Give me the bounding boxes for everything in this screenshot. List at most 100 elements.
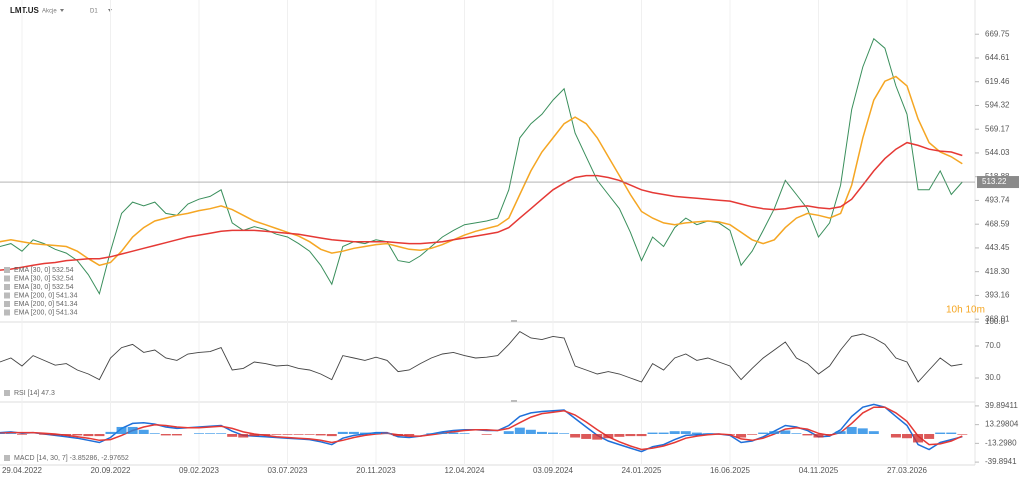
series-line — [0, 403, 963, 453]
histogram-bar — [138, 429, 149, 434]
legend-icon — [4, 455, 10, 461]
legend-value: 532.54 — [52, 275, 74, 282]
histogram-bar — [514, 427, 525, 434]
histogram-bar — [94, 434, 105, 437]
x-tick-label: 29.04.2022 — [2, 466, 43, 475]
histogram-bar — [791, 433, 802, 434]
histogram-bar — [359, 432, 370, 434]
histogram-bar — [171, 434, 182, 436]
histogram-bar — [890, 434, 901, 438]
histogram-bar — [625, 434, 636, 437]
legend-icon — [4, 292, 10, 299]
series-line — [0, 141, 963, 271]
x-tick-label: 12.04.2024 — [444, 466, 485, 475]
histogram-bar — [393, 434, 404, 437]
dropdown-icon[interactable] — [60, 9, 64, 12]
histogram-bar — [957, 434, 968, 435]
x-tick-label: 04.11.2025 — [799, 466, 839, 475]
histogram-bar — [105, 431, 116, 434]
histogram-bar — [835, 431, 846, 434]
histogram-bar — [614, 434, 625, 437]
series-line — [0, 75, 963, 267]
x-tick-label: 09.02.2023 — [179, 466, 220, 475]
y-tick-label: 418.30 — [985, 267, 1010, 276]
histogram-bar — [592, 434, 603, 440]
legend-name: EMA [200, 0] — [14, 301, 54, 308]
macd-label: MACD [14, 30, 7] -3.85286, -2.97652 — [14, 455, 129, 462]
legend-icon — [4, 267, 10, 273]
series-line — [0, 37, 963, 295]
x-tick-label: 27.03.2026 — [887, 466, 928, 475]
histogram-bar — [39, 434, 50, 435]
histogram-bar — [249, 434, 260, 437]
histogram-bar — [459, 433, 470, 434]
histogram-bar — [326, 434, 337, 437]
histogram-bar — [680, 431, 691, 434]
histogram-bar — [17, 434, 27, 435]
histogram-bar — [348, 431, 359, 434]
x-tick-label: 20.11.2023 — [356, 466, 396, 475]
legend-entry: EMA [30, 0] 532.54 — [14, 275, 74, 282]
histogram-bar — [271, 434, 282, 435]
histogram-bar — [205, 433, 216, 434]
legend-name: EMA [30, 0] — [14, 275, 50, 282]
y-tick-label: -13.2980 — [985, 438, 1017, 447]
resize-handle[interactable] — [511, 320, 517, 322]
legend-entry: EMA [30, 0] 532.54 — [14, 267, 74, 274]
legend-value: 541.34 — [56, 301, 78, 308]
macd-name: MACD [14, 30, 7] — [14, 455, 68, 462]
rsi-label: RSI [14] 47.3 — [14, 390, 55, 397]
y-tick-label: 70.0 — [985, 341, 1001, 350]
legend-name: EMA [200, 0] — [14, 292, 54, 299]
histogram-bar — [260, 434, 271, 436]
histogram-bar — [61, 434, 72, 436]
x-tick-label: 24.01.2025 — [621, 466, 662, 475]
histogram-bar — [83, 434, 94, 437]
y-tick-label: 39.89411 — [985, 401, 1018, 410]
histogram-bar — [780, 430, 791, 434]
histogram-bar — [227, 434, 238, 437]
resize-handle[interactable] — [511, 400, 517, 402]
rsi-name: RSI [14] — [14, 390, 39, 397]
histogram-bar — [846, 426, 857, 434]
histogram-bar — [736, 434, 747, 438]
legend-entry: EMA [200, 0] 541.34 — [14, 301, 78, 308]
series-line — [0, 406, 963, 451]
legend-icon — [4, 309, 10, 316]
symbol[interactable]: LMT.US — [10, 6, 40, 15]
histogram-bar — [426, 433, 437, 434]
instrument-kind: Akcje — [42, 9, 57, 15]
x-tick-label: 03.07.2023 — [267, 466, 308, 475]
y-tick-label: 644.61 — [985, 53, 1010, 62]
histogram-bar — [548, 432, 558, 434]
histogram-bar — [924, 434, 935, 439]
histogram-bar — [371, 432, 381, 434]
legend-icon — [4, 284, 10, 290]
legend-name: EMA [200, 0] — [14, 309, 54, 316]
timeframe[interactable]: D1 — [90, 9, 98, 15]
histogram-bar — [868, 431, 879, 434]
histogram-bar — [116, 426, 127, 434]
histogram-bar — [824, 434, 835, 435]
histogram-bar — [669, 431, 680, 434]
legend-icon — [4, 301, 10, 307]
histogram-bar — [813, 434, 824, 438]
histogram-bar — [216, 433, 227, 434]
histogram-bar — [769, 431, 780, 434]
histogram-bar — [282, 434, 293, 435]
histogram-bar — [503, 431, 514, 434]
histogram-bar — [304, 434, 315, 435]
histogram-bar — [194, 433, 204, 434]
histogram-bar — [448, 432, 459, 434]
x-tick-label: 16.06.2025 — [710, 466, 751, 475]
histogram-bar — [72, 434, 83, 436]
legend-entry: EMA [200, 0] 541.34 — [14, 292, 78, 299]
y-tick-label: 669.75 — [985, 29, 1010, 38]
price-badge — [977, 176, 1019, 189]
y-tick-label: 544.03 — [985, 148, 1010, 157]
legend-entry: EMA [200, 0] 541.34 — [14, 309, 78, 316]
histogram-bar — [946, 432, 957, 434]
legend-value: 532.54 — [52, 267, 74, 274]
histogram-bar — [758, 432, 769, 434]
